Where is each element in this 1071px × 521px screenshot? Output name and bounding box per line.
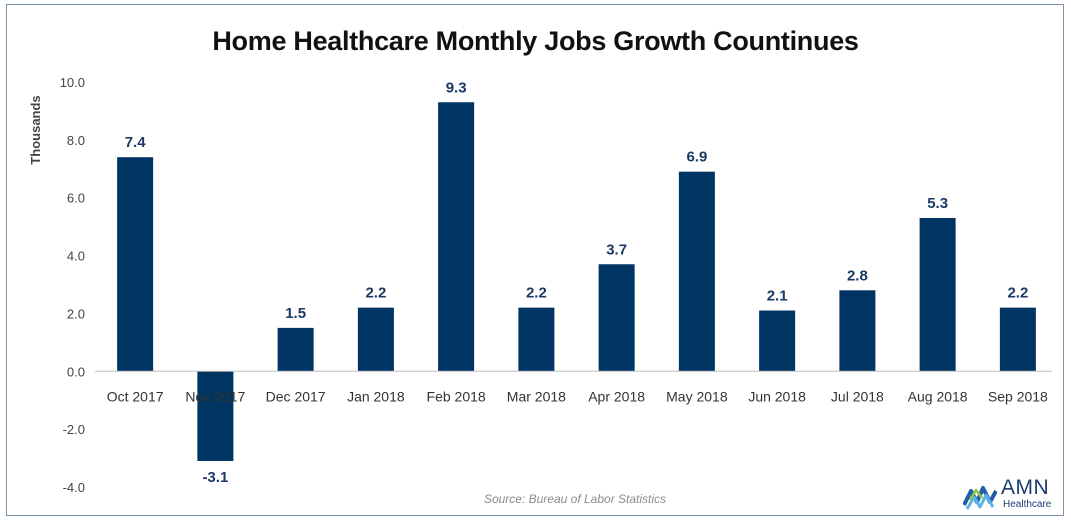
amn-logo-icon <box>963 486 997 510</box>
bar <box>518 307 555 372</box>
x-tick-label: Feb 2018 <box>427 388 486 404</box>
x-tick-label: Jun 2018 <box>748 388 806 404</box>
bar <box>438 102 475 372</box>
bar <box>277 327 314 372</box>
data-label: 7.4 <box>125 134 147 151</box>
chart-title: Home Healthcare Monthly Jobs Growth Coun… <box>212 26 859 56</box>
amn-logo: AMN Healthcare <box>963 476 1055 514</box>
x-tick-label: Dec 2017 <box>266 388 326 404</box>
x-tick-label: Oct 2017 <box>107 388 164 404</box>
data-label: 5.3 <box>927 195 948 212</box>
bar <box>999 307 1036 372</box>
bar <box>919 217 956 372</box>
x-tick-label: Nov 2017 <box>185 388 245 404</box>
data-label: 2.2 <box>1007 285 1028 302</box>
x-tick-label: May 2018 <box>666 388 728 404</box>
data-label: 2.1 <box>767 288 788 305</box>
data-label: 2.2 <box>526 285 547 302</box>
x-tick-label: Mar 2018 <box>507 388 566 404</box>
data-label: 2.8 <box>847 267 868 284</box>
y-tick-label: 6.0 <box>67 191 85 206</box>
y-tick-label: 10.0 <box>60 75 85 90</box>
bar <box>598 264 635 372</box>
logo-name: AMN <box>1001 476 1050 499</box>
data-label: 9.3 <box>446 79 467 96</box>
bar <box>197 371 234 461</box>
chart-frame <box>6 4 1064 516</box>
y-tick-label: 2.0 <box>67 306 85 321</box>
x-tick-label: Aug 2018 <box>908 388 968 404</box>
x-tick-label: Apr 2018 <box>588 388 645 404</box>
logo-sub: Healthcare <box>1003 499 1052 510</box>
y-tick-label: 0.0 <box>67 364 85 379</box>
y-axis-title: Thousands <box>28 95 43 164</box>
data-label: 1.5 <box>285 305 306 322</box>
data-label: 3.7 <box>606 241 627 258</box>
y-tick-label: -4.0 <box>63 480 85 495</box>
y-tick-label: 4.0 <box>67 249 85 264</box>
bar <box>759 310 796 372</box>
bar <box>117 157 154 372</box>
bar <box>357 307 394 372</box>
data-label: -3.1 <box>202 469 228 486</box>
bar <box>678 171 715 372</box>
y-tick-label: -2.0 <box>63 422 85 437</box>
y-tick-label: 8.0 <box>67 133 85 148</box>
x-tick-label: Jan 2018 <box>347 388 405 404</box>
bar <box>839 290 876 372</box>
data-label: 2.2 <box>365 285 386 302</box>
x-tick-label: Jul 2018 <box>831 388 884 404</box>
data-label: 6.9 <box>686 149 707 166</box>
x-tick-label: Sep 2018 <box>988 388 1048 404</box>
source-note: Source: Bureau of Labor Statistics <box>483 492 667 506</box>
